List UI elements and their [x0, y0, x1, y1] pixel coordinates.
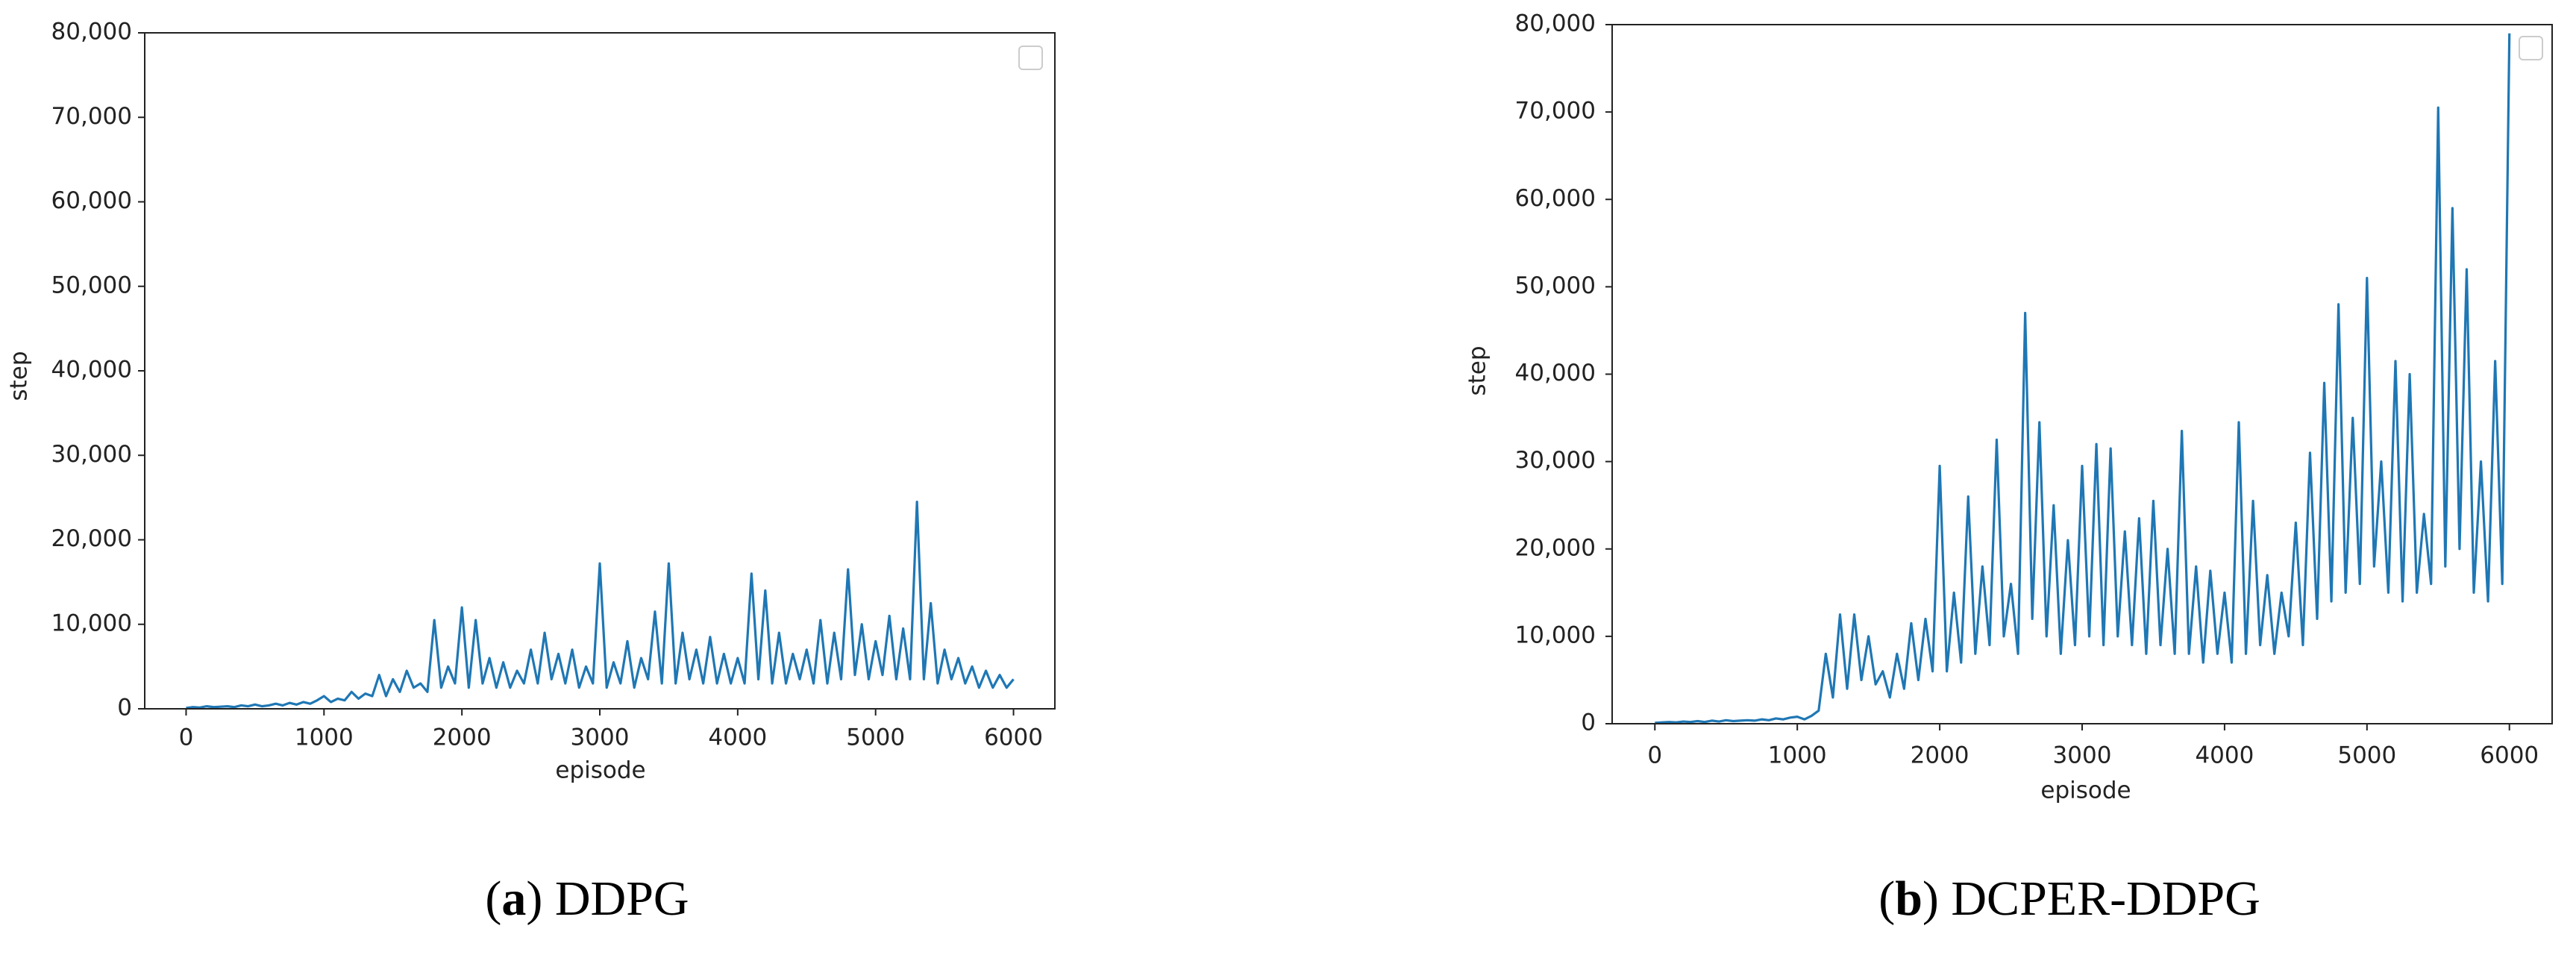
y-tick-label: 70,000	[1515, 98, 1596, 125]
x-axis-label: episode	[555, 757, 645, 784]
plot-frame	[1611, 24, 2553, 724]
x-tick-label: 6000	[2480, 742, 2539, 769]
y-tick-label: 10,000	[1515, 622, 1596, 648]
y-tick-label: 40,000	[1515, 360, 1596, 386]
x-tick-label: 4000	[2195, 742, 2254, 769]
data-line	[1655, 33, 2511, 724]
legend-box	[2519, 36, 2543, 60]
x-tick-label: 1000	[295, 724, 354, 751]
caption-part: ) DCPER-DDPG	[1922, 871, 2260, 926]
y-tick-label: 20,000	[1515, 534, 1596, 561]
legend-box	[1018, 46, 1043, 70]
y-axis-label: step	[6, 351, 33, 401]
y-tick-label: 10,000	[51, 610, 132, 636]
caption-part: a	[501, 871, 526, 926]
x-tick-label: 6000	[984, 724, 1043, 751]
x-tick-label: 5000	[2337, 742, 2396, 769]
x-tick-label: 4000	[708, 724, 767, 751]
x-tick-label: 3000	[2053, 742, 2112, 769]
y-tick-label: 60,000	[51, 187, 132, 214]
x-tick-label: 1000	[1768, 742, 1827, 769]
x-tick-label: 2000	[433, 724, 492, 751]
data-line	[186, 500, 1015, 710]
x-tick-label: 2000	[1911, 742, 1969, 769]
y-tick-label: 30,000	[1515, 447, 1596, 474]
x-axis-label: episode	[2040, 777, 2131, 804]
caption-part: (	[1878, 871, 1895, 926]
caption-part: ) DDPG	[526, 871, 689, 926]
caption: (b) DCPER-DDPG	[1878, 871, 2260, 926]
y-tick-label: 0	[117, 695, 132, 721]
caption: (a) DDPG	[485, 871, 689, 926]
y-tick-label: 70,000	[51, 103, 132, 130]
caption-part: (	[485, 871, 501, 926]
y-tick-label: 80,000	[1515, 10, 1596, 37]
y-tick-label: 20,000	[51, 525, 132, 552]
x-tick-label: 5000	[846, 724, 905, 751]
plot-frame	[144, 32, 1056, 710]
y-tick-label: 50,000	[51, 272, 132, 298]
y-tick-label: 60,000	[1515, 185, 1596, 212]
caption-part: b	[1895, 871, 1922, 926]
y-tick-label: 30,000	[51, 441, 132, 468]
y-tick-label: 0	[1581, 710, 1596, 736]
y-tick-label: 80,000	[51, 19, 132, 46]
x-tick-label: 0	[179, 724, 194, 751]
y-tick-label: 40,000	[51, 357, 132, 383]
x-tick-label: 3000	[571, 724, 630, 751]
x-tick-label: 0	[1647, 742, 1662, 769]
y-axis-label: step	[1464, 345, 1491, 395]
y-tick-label: 50,000	[1515, 272, 1596, 299]
